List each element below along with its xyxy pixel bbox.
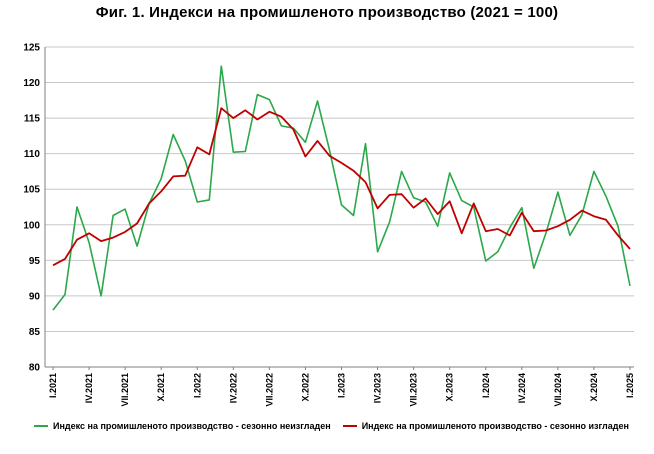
y-tick-label: 110 xyxy=(24,149,41,160)
x-tick-label: X.2023 xyxy=(445,373,455,402)
y-tick-label: 120 xyxy=(23,78,40,89)
y-tick-label: 95 xyxy=(29,256,41,267)
x-tick-label: IV.2024 xyxy=(517,373,527,403)
y-tick-label: 85 xyxy=(29,327,41,338)
legend-swatch-non-adjusted xyxy=(34,425,48,427)
x-tick-label: X.2024 xyxy=(589,373,599,402)
x-tick-labels: I.2021 IV.2021 VII.2021 X.2021 I.2022 IV.2022… xyxy=(48,373,635,407)
x-tick-label: VII.2023 xyxy=(409,373,419,407)
y-tick-label: 90 xyxy=(29,291,41,302)
legend-label-non-adjusted: Индекс на промишленото производство - се… xyxy=(53,421,331,431)
series-line-non-adjusted xyxy=(52,65,631,311)
x-tick-label: VII.2021 xyxy=(120,373,130,407)
x-tick-label: I.2022 xyxy=(192,373,202,398)
chart-title: Фиг. 1. Индекси на промишленото производ… xyxy=(95,4,559,21)
x-tick-label: I.2023 xyxy=(337,373,347,398)
y-tick-labels: 80 85 90 95 100 105 110 115 120 125 xyxy=(23,43,40,374)
x-tick-label: IV.2021 xyxy=(84,373,94,403)
x-tick-label: IV.2023 xyxy=(373,373,383,403)
legend: Индекс на промишленото производство - се… xyxy=(34,421,641,431)
y-tick-label: 115 xyxy=(24,114,41,125)
x-tick-label: X.2021 xyxy=(156,373,166,402)
legend-swatch-adjusted xyxy=(342,425,357,427)
x-tick-label: I.2024 xyxy=(481,373,491,398)
legend-item-non-adjusted: Индекс на промишленото производство - се… xyxy=(34,421,331,431)
series-lines xyxy=(52,65,631,311)
x-tick-label: VII.2024 xyxy=(553,373,563,407)
axes xyxy=(44,47,634,370)
x-tick-label: I.2021 xyxy=(48,373,58,398)
x-tick-label: IV.2022 xyxy=(228,373,238,403)
y-tick-label: 80 xyxy=(29,363,41,374)
grid-lines xyxy=(45,46,634,368)
legend-label-adjusted: Индекс на промишленото производство - се… xyxy=(361,421,629,431)
series-line-adjusted xyxy=(52,107,631,267)
x-tick-label: I.2025 xyxy=(625,373,635,398)
legend-item-adjusted: Индекс на промишленото производство - се… xyxy=(342,421,629,431)
y-tick-label: 100 xyxy=(23,220,40,231)
y-tick-label: 125 xyxy=(23,43,40,54)
x-tick-label: X.2022 xyxy=(300,373,310,402)
x-tick-label: VII.2022 xyxy=(264,373,274,407)
y-tick-label: 105 xyxy=(23,185,40,196)
